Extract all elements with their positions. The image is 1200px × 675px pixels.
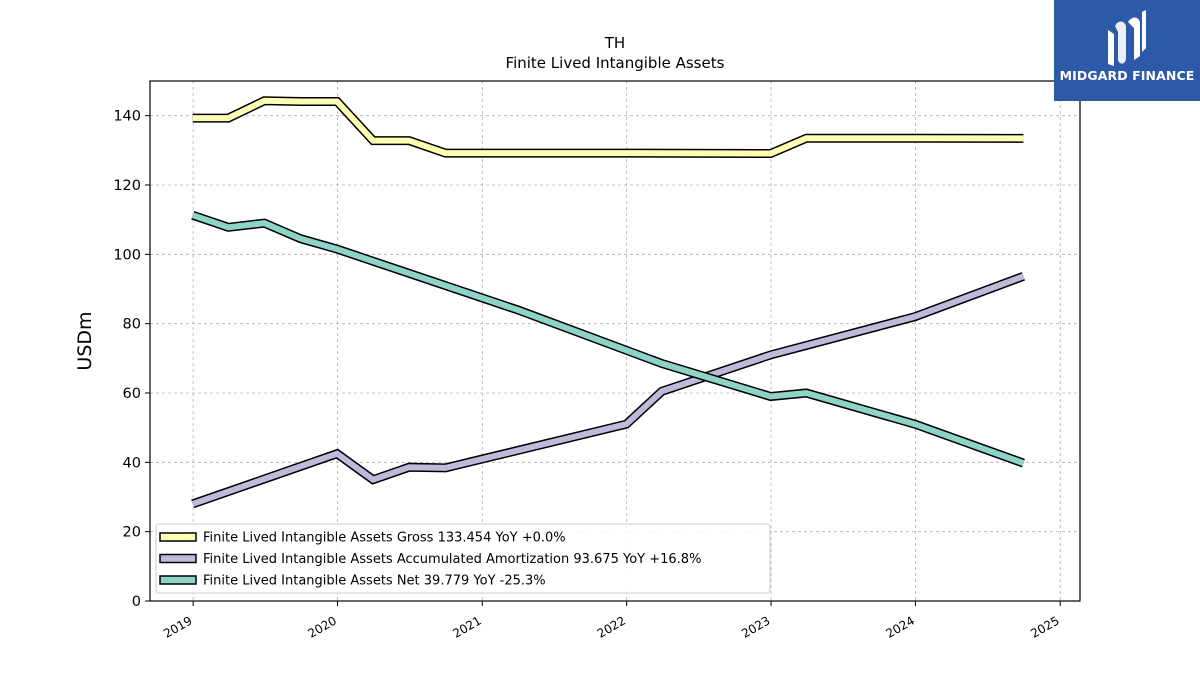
legend-label: Finite Lived Intangible Assets Gross 133… (203, 531, 566, 546)
x-tick-label: 2019 (161, 613, 194, 640)
series-outline (192, 96, 1024, 159)
x-tick-label: 2024 (883, 613, 916, 640)
legend: Finite Lived Intangible Assets Gross 133… (155, 523, 771, 594)
x-ticks: 2019 2020 2021 2022 2023 2024 2025 (161, 601, 1062, 641)
y-tick-label: 120 (113, 178, 141, 194)
y-tick-label: 0 (132, 594, 141, 610)
x-tick-label: 2023 (739, 613, 772, 640)
series-line-3 (191, 210, 1025, 468)
legend-swatch (159, 575, 197, 585)
y-tick-label: 20 (123, 525, 141, 541)
series-line-1 (192, 96, 1024, 159)
legend-swatch (159, 553, 197, 564)
grid (150, 81, 1080, 601)
legend-box (155, 523, 771, 594)
legend-label: Finite Lived Intangible Assets Net 39.77… (203, 574, 546, 589)
chart-title: TH (604, 34, 625, 52)
y-tick-label: 140 (113, 109, 141, 125)
logo-text: MIDGARD FINANCE (1059, 68, 1195, 83)
series-fill (192, 97, 1024, 157)
y-tick-label: 100 (113, 247, 141, 263)
legend-swatch (159, 532, 197, 542)
series-layer (191, 96, 1025, 509)
x-tick-label: 2022 (595, 613, 628, 640)
series-fill (191, 273, 1025, 507)
series-fill (191, 212, 1025, 466)
x-tick-label: 2025 (1028, 613, 1061, 640)
y-ticks: 0 20 40 60 80 100 120 140 (113, 109, 150, 610)
legend-label: Finite Lived Intangible Assets Accumulat… (203, 552, 701, 567)
x-tick-label: 2021 (450, 613, 483, 640)
x-tick-label: 2020 (306, 613, 339, 640)
series-outline (191, 272, 1025, 509)
chart-subtitle: Finite Lived Intangible Assets (506, 54, 725, 72)
y-tick-label: 80 (123, 317, 141, 333)
y-tick-label: 40 (123, 455, 141, 471)
plot-frame (149, 80, 1081, 602)
y-tick-label: 60 (123, 386, 141, 402)
midgard-finance-logo: MIDGARD FINANCE (1054, 0, 1200, 101)
y-axis-label: USDm (74, 311, 96, 370)
series-line-2 (191, 272, 1025, 509)
midgard-logo-icon (1108, 10, 1146, 66)
